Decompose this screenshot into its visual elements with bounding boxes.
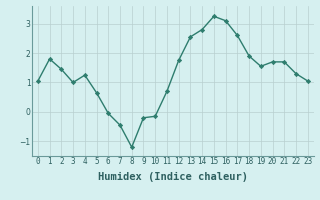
X-axis label: Humidex (Indice chaleur): Humidex (Indice chaleur) xyxy=(98,172,248,182)
